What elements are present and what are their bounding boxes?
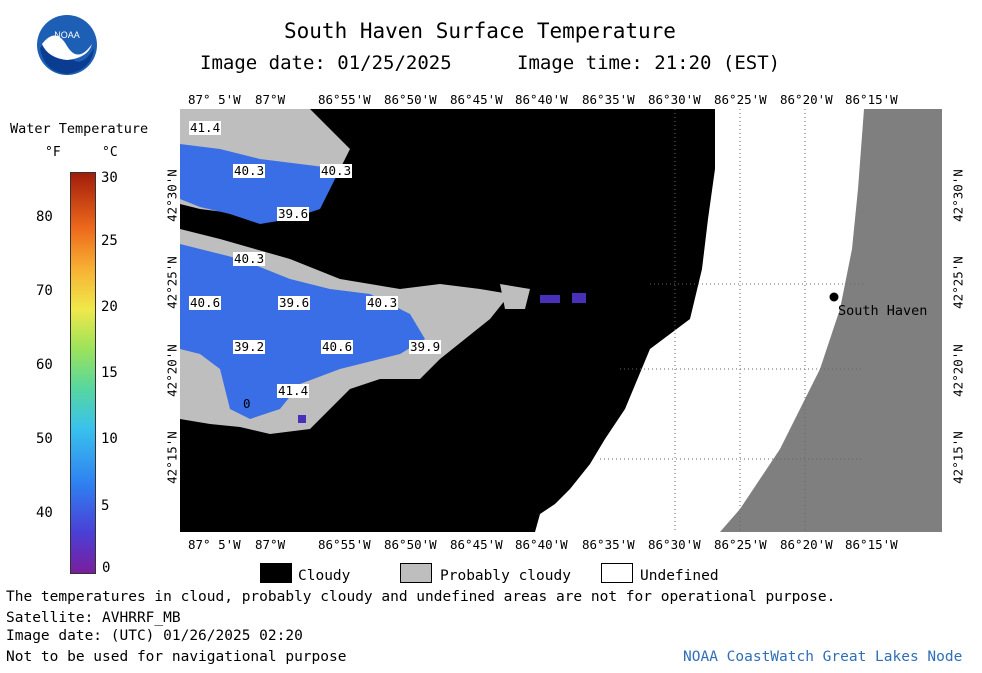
temperature-label: 40.6 bbox=[321, 339, 354, 354]
colorbar-c-tick: 25 bbox=[101, 233, 118, 249]
longitude-label: 86°15'W bbox=[845, 537, 898, 552]
city-label: South Haven bbox=[838, 303, 928, 319]
longitude-label: 86°55'W bbox=[318, 92, 371, 107]
temperature-label: 39.2 bbox=[233, 339, 266, 354]
water-temperature-areas bbox=[180, 144, 425, 419]
temperature-label: 40.3 bbox=[366, 295, 399, 310]
longitude-label: 86°20'W bbox=[780, 537, 833, 552]
latitude-label: 42°15'N bbox=[950, 431, 966, 484]
latitude-label: 42°30'N bbox=[950, 169, 966, 222]
colorbar-unit-c: °C bbox=[102, 145, 118, 160]
longitude-label: 87°W bbox=[255, 537, 286, 552]
map-panel[interactable]: 41.4 40.3 40.3 39.6 40.3 40.6 39.6 40.3 39.2 40.6… bbox=[180, 109, 942, 532]
latitude-label: 42°30'N bbox=[164, 169, 180, 222]
colorbar-title: Water Temperature bbox=[10, 121, 149, 137]
temperature-label: 39.6 bbox=[277, 206, 310, 221]
longitude-label: 87°W bbox=[255, 92, 286, 107]
longitude-label: 86°20'W bbox=[780, 92, 833, 107]
legend-probably-cloudy-label: Probably cloudy bbox=[440, 568, 571, 584]
longitude-label: 86°15'W bbox=[845, 92, 898, 107]
longitude-label: 86°50'W bbox=[384, 92, 437, 107]
latitude-label: 42°20'N bbox=[950, 344, 966, 397]
utc-date-text: Image date: (UTC) 01/26/2025 02:20 bbox=[6, 628, 303, 644]
longitude-label: 86°55'W bbox=[318, 537, 371, 552]
colorbar-c-tick: 5 bbox=[101, 498, 110, 514]
land-area bbox=[720, 109, 942, 532]
temperature-label: 39.6 bbox=[278, 295, 311, 310]
colorbar-unit-f: °F bbox=[45, 145, 61, 160]
longitude-label: 87° 5'W bbox=[188, 537, 241, 552]
longitude-label: 86°25'W bbox=[714, 92, 767, 107]
legend-undefined-label: Undefined bbox=[640, 568, 719, 584]
temperature-label: 0 bbox=[243, 396, 251, 411]
latitude-label: 42°25'N bbox=[164, 256, 180, 309]
legend-undefined-swatch bbox=[601, 563, 633, 583]
colorbar bbox=[70, 172, 96, 574]
legend-cloudy-swatch bbox=[260, 563, 292, 583]
longitude-label: 86°30'W bbox=[648, 537, 701, 552]
longitude-label: 86°45'W bbox=[450, 537, 503, 552]
legend-probably-cloudy-swatch bbox=[400, 563, 432, 583]
colorbar-f-tick: 70 bbox=[36, 283, 53, 299]
cold-water-spots bbox=[298, 293, 586, 423]
temperature-label: 40.3 bbox=[233, 251, 266, 266]
image-time: Image time: 21:20 (EST) bbox=[517, 52, 781, 74]
colorbar-f-tick: 80 bbox=[36, 209, 53, 225]
noaa-logo-text: NOAA bbox=[54, 30, 80, 40]
temperature-label: 40.6 bbox=[189, 295, 222, 310]
latitude-label: 42°25'N bbox=[950, 256, 966, 309]
colorbar-c-tick: 15 bbox=[101, 365, 118, 381]
latitude-label: 42°15'N bbox=[164, 431, 180, 484]
longitude-label: 86°50'W bbox=[384, 537, 437, 552]
credit-text[interactable]: NOAA CoastWatch Great Lakes Node bbox=[683, 649, 963, 665]
temperature-label: 41.4 bbox=[277, 383, 310, 398]
colorbar-c-tick: 20 bbox=[101, 299, 118, 315]
map-svg bbox=[180, 109, 942, 532]
undefined-area bbox=[535, 109, 864, 532]
legend-cloudy-label: Cloudy bbox=[298, 568, 351, 584]
colorbar-f-tick: 50 bbox=[36, 431, 53, 447]
temperature-label: 40.3 bbox=[320, 163, 353, 178]
longitude-label: 86°25'W bbox=[714, 537, 767, 552]
satellite-text: Satellite: AVHRRF_MB bbox=[6, 610, 181, 626]
page-title: South Haven Surface Temperature bbox=[284, 19, 676, 43]
longitude-label: 87° 5'W bbox=[188, 92, 241, 107]
colorbar-c-tick: 0 bbox=[102, 560, 111, 576]
temperature-label: 40.3 bbox=[233, 163, 266, 178]
south-haven-marker bbox=[829, 292, 839, 302]
colorbar-f-tick: 40 bbox=[36, 505, 53, 521]
longitude-label: 86°35'W bbox=[582, 537, 635, 552]
disclaimer-text: The temperatures in cloud, probably clou… bbox=[6, 589, 836, 605]
longitude-label: 86°40'W bbox=[515, 537, 568, 552]
longitude-label: 86°35'W bbox=[582, 92, 635, 107]
navigation-warning: Not to be used for navigational purpose bbox=[6, 649, 347, 665]
image-date: Image date: 01/25/2025 bbox=[200, 52, 452, 74]
colorbar-c-tick: 30 bbox=[101, 170, 118, 186]
colorbar-f-tick: 60 bbox=[36, 357, 53, 373]
colorbar-c-tick: 10 bbox=[101, 431, 118, 447]
longitude-label: 86°40'W bbox=[515, 92, 568, 107]
longitude-label: 86°45'W bbox=[450, 92, 503, 107]
temperature-label: 39.9 bbox=[409, 339, 442, 354]
temperature-label: 41.4 bbox=[189, 120, 222, 135]
latitude-label: 42°20'N bbox=[164, 344, 180, 397]
longitude-label: 86°30'W bbox=[648, 92, 701, 107]
noaa-logo: NOAA bbox=[36, 14, 98, 76]
